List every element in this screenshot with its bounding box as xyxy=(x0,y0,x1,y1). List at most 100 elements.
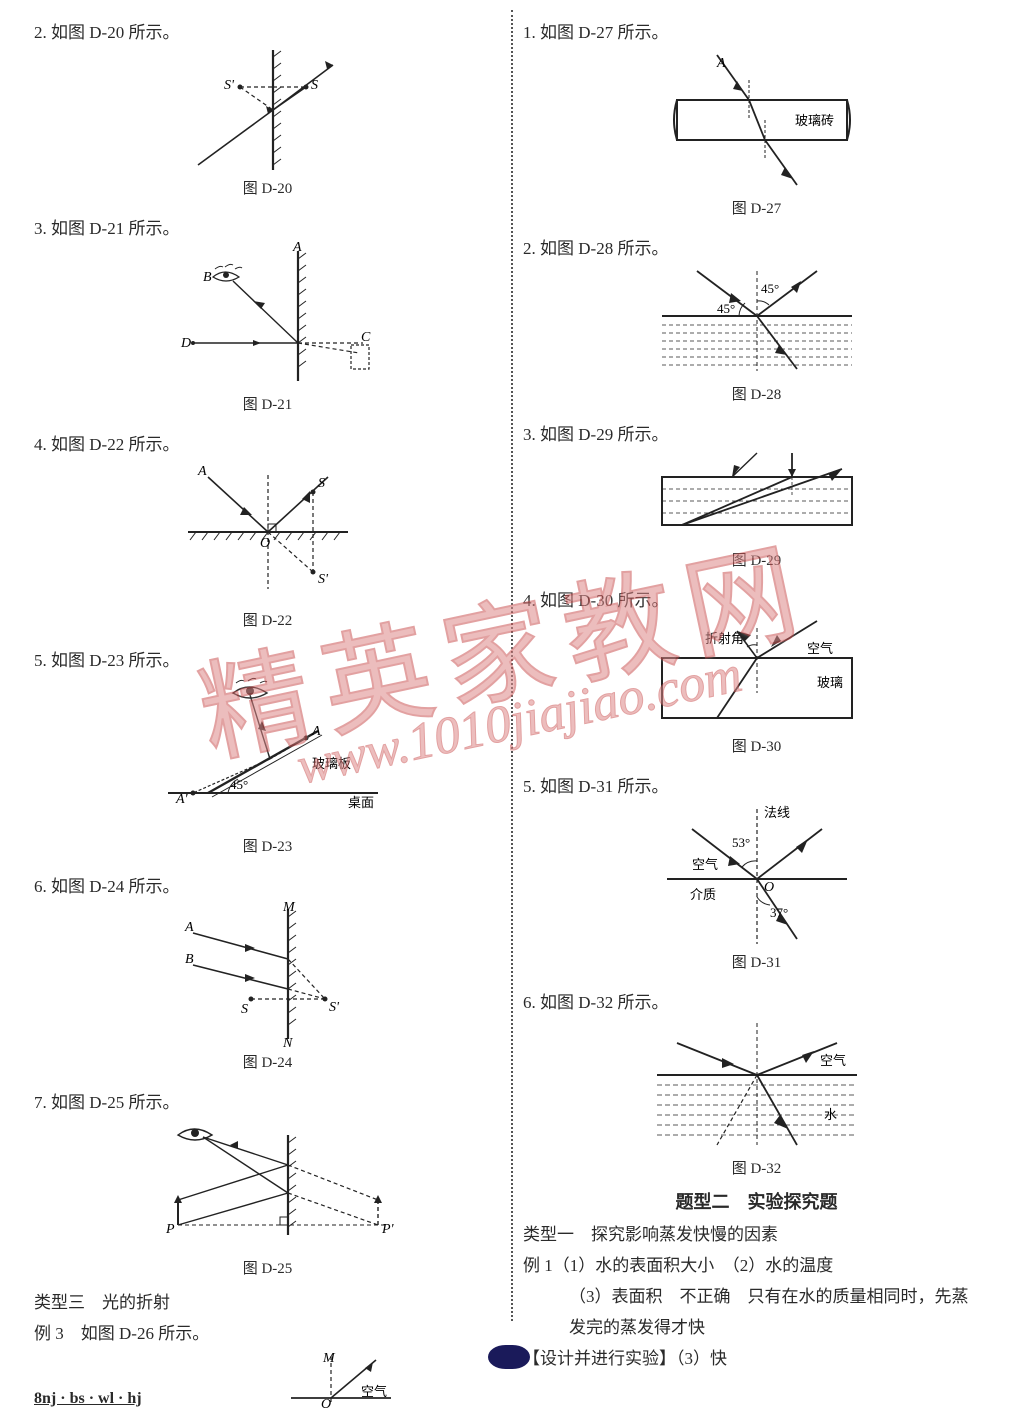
lbl-S22: S xyxy=(318,476,325,491)
page: 2. 如图 D-20 所示。 xyxy=(0,0,1024,1389)
lbl-M: M xyxy=(282,900,296,915)
num: 2. xyxy=(34,23,47,42)
item-d25: 7. 如图 D-25 所示。 xyxy=(34,1084,501,1284)
num: 5. xyxy=(34,651,47,670)
text: 如图 D-28 所示。 xyxy=(540,239,668,258)
prompt-d30: 4. 如图 D-30 所示。 xyxy=(523,586,990,611)
footer-code: 8nj · bs · wl · hj xyxy=(34,1390,142,1408)
text: 如图 D-23 所示。 xyxy=(51,651,179,670)
cap-d27: 图 D-27 xyxy=(523,197,990,218)
text: 如图 D-30 所示。 xyxy=(540,591,668,610)
lbl-45: 45° xyxy=(230,777,248,792)
lbl-desk: 桌面 xyxy=(348,795,374,810)
lbl-Pp: P' xyxy=(381,1222,395,1237)
cap-d30: 图 D-30 xyxy=(523,735,990,756)
prompt-d28: 2. 如图 D-28 所示。 xyxy=(523,234,990,259)
prompt-d27: 1. 如图 D-27 所示。 xyxy=(523,18,990,43)
fig-d27: 玻璃砖 A xyxy=(647,45,867,195)
lbl-air30: 空气 xyxy=(807,641,833,656)
left-type3: 类型三 光的折射 xyxy=(34,1288,501,1313)
lbl-water32: 水 xyxy=(824,1107,837,1122)
prompt-d23: 5. 如图 D-23 所示。 xyxy=(34,646,501,671)
prompt-d25: 7. 如图 D-25 所示。 xyxy=(34,1088,501,1113)
ex1-l1: 例 1（1）水的表面积大小 （2）水的温度 xyxy=(523,1251,990,1276)
item-d32: 6. 如图 D-32 所示。 空气 水 xyxy=(523,984,990,1184)
svg-text:M: M xyxy=(322,1352,336,1366)
num: 2. xyxy=(523,239,536,258)
cap-d25: 图 D-25 xyxy=(34,1257,501,1278)
column-divider xyxy=(511,10,513,1321)
right-type1: 类型一 探究影响蒸发快慢的因素 xyxy=(523,1220,990,1245)
text: 如图 D-20 所示。 xyxy=(51,23,179,42)
lbl-air31: 空气 xyxy=(692,857,718,872)
design-line: 【设计并进行实验】（3）快 xyxy=(523,1344,990,1369)
item-d31: 5. 如图 D-31 所示。 法线 空气 介质 O 53° xyxy=(523,768,990,978)
lbl-N: N xyxy=(282,1036,293,1049)
lbl-glass27: 玻璃砖 xyxy=(795,113,834,128)
text: 如图 D-24 所示。 xyxy=(51,877,179,896)
lbl-glass30: 玻璃 xyxy=(817,675,843,690)
item-d27: 1. 如图 D-27 所示。 玻璃砖 A xyxy=(523,14,990,224)
prompt-d31: 5. 如图 D-31 所示。 xyxy=(523,772,990,797)
lbl-P: P xyxy=(165,1222,175,1237)
num: 4. xyxy=(523,591,536,610)
lbl-A23: A xyxy=(311,724,321,739)
fig-d20: S S' xyxy=(178,45,358,175)
prompt-d21: 3. 如图 D-21 所示。 xyxy=(34,214,501,239)
fig-d31: 法线 空气 介质 O 53° 37° xyxy=(652,799,862,949)
lbl-air26: 空气 xyxy=(361,1384,387,1399)
num: 6. xyxy=(34,877,47,896)
lbl-C: C xyxy=(361,330,371,345)
lbl-Sp24: S' xyxy=(329,1000,340,1015)
item-d22: 4. 如图 D-22 所示。 xyxy=(34,426,501,636)
fig-d26-partial: M O 空气 xyxy=(281,1352,401,1408)
text: 如图 D-21 所示。 xyxy=(51,219,179,238)
prompt-d24: 6. 如图 D-24 所示。 xyxy=(34,872,501,897)
lbl-37: 37° xyxy=(770,905,788,920)
num: 5. xyxy=(523,777,536,796)
prompt-d32: 6. 如图 D-32 所示。 xyxy=(523,988,990,1013)
item-d28: 2. 如图 D-28 所示。 xyxy=(523,230,990,410)
text: 如图 D-27 所示。 xyxy=(540,23,668,42)
page-badge xyxy=(488,1345,530,1369)
fig-d24: M N A B S S' xyxy=(163,899,373,1049)
lbl-45b: 45° xyxy=(761,281,779,296)
fig-d23: 桌面 玻璃板 45° A A' xyxy=(138,673,398,833)
cap-d28: 图 D-28 xyxy=(523,383,990,404)
left-column: 2. 如图 D-20 所示。 xyxy=(34,8,501,1381)
lbl-medium: 介质 xyxy=(690,887,716,902)
prompt-d29: 3. 如图 D-29 所示。 xyxy=(523,420,990,445)
fig-d32: 空气 水 xyxy=(642,1015,872,1155)
lbl-D: D xyxy=(180,336,191,351)
lbl-B: B xyxy=(203,270,212,285)
item-d21: 3. 如图 D-21 所示。 A B xyxy=(34,210,501,420)
text: 如图 D-31 所示。 xyxy=(540,777,668,796)
text: 如图 D-25 所示。 xyxy=(51,1093,179,1112)
ex1-l2: （3）表面积 不正确 只有在水的质量相同时，先蒸 xyxy=(523,1282,990,1307)
item-d20: 2. 如图 D-20 所示。 xyxy=(34,14,501,204)
ex1-l3: 发完的蒸发得才快 xyxy=(523,1313,990,1338)
num: 7. xyxy=(34,1093,47,1112)
num: 3. xyxy=(523,425,536,444)
lbl-Sp: S' xyxy=(224,78,235,93)
lbl-53: 53° xyxy=(732,835,750,850)
lbl-B24: B xyxy=(185,952,194,967)
right-column: 1. 如图 D-27 所示。 玻璃砖 A xyxy=(523,8,990,1381)
cap-d32: 图 D-32 xyxy=(523,1157,990,1178)
lbl-O: O xyxy=(260,536,270,551)
text: 如图 D-32 所示。 xyxy=(540,993,668,1012)
cap-d31: 图 D-31 xyxy=(523,951,990,972)
item-d23: 5. 如图 D-23 所示。 桌面 玻璃板 45° xyxy=(34,642,501,862)
fig-d22: O A S S' xyxy=(168,457,368,607)
lbl-45a: 45° xyxy=(717,301,735,316)
num: 4. xyxy=(34,435,47,454)
section2-title: 题型二 实验探究题 xyxy=(523,1188,990,1214)
cap-d21: 图 D-21 xyxy=(34,393,501,414)
fig-d29 xyxy=(642,447,872,547)
lbl-glass23: 玻璃板 xyxy=(312,756,351,771)
num: 6. xyxy=(523,993,536,1012)
prompt-d20: 2. 如图 D-20 所示。 xyxy=(34,18,501,43)
fig-d25: P P' xyxy=(138,1115,398,1255)
item-d30: 4. 如图 D-30 所示。 空气 玻璃 折射角 图 D- xyxy=(523,582,990,762)
lbl-air32: 空气 xyxy=(820,1053,846,1068)
